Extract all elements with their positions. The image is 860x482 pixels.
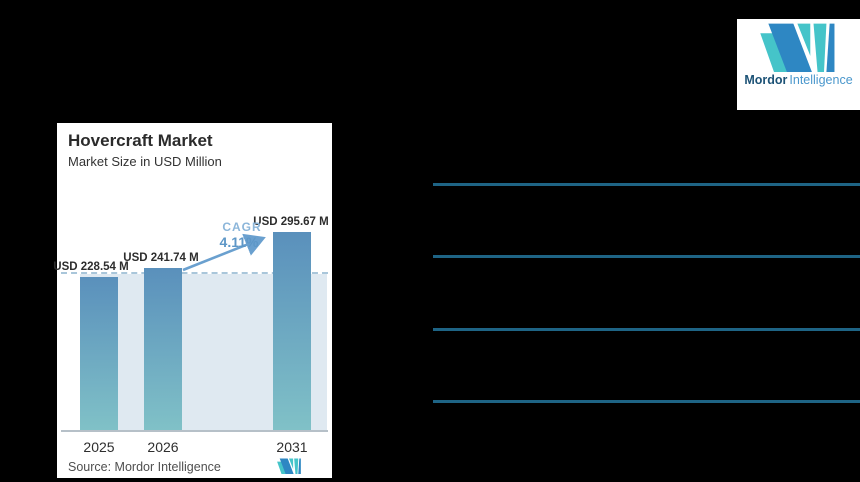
info-divider-line [433, 400, 860, 403]
cagr-value: 4.11% [219, 234, 259, 250]
info-divider-line [433, 255, 860, 258]
bar-value-label-2031: USD 295.67 M [253, 216, 329, 228]
bar-chart-plot: USD 228.54 M 2025 USD 241.74 M 2026 USD 295.… [53, 123, 332, 478]
bar-2026 [144, 268, 182, 430]
info-divider-line [433, 183, 860, 186]
bar-2025 [80, 277, 118, 430]
chart-title: Hovercraft Market [68, 131, 213, 150]
brand-logo-text: Mordor Intelligence [744, 74, 852, 87]
footer-mordor-m-icon [277, 458, 301, 474]
bar-2031 [273, 232, 311, 430]
bar-value-label-2026: USD 241.74 M [123, 252, 199, 264]
info-divider-line [433, 328, 860, 331]
cagr-label: CAGR [222, 220, 262, 234]
x-axis-label-2025: 2025 [83, 439, 115, 455]
x-axis-label-2026: 2026 [147, 439, 179, 455]
mordor-m-icon [759, 23, 834, 72]
bar-value-label-2025: USD 228.54 M [53, 261, 129, 273]
brand-name-secondary: Intelligence [789, 73, 853, 87]
x-axis-line [61, 430, 328, 432]
x-axis-label-2031: 2031 [276, 439, 308, 455]
market-chart-card: Hovercraft Market Market Size in USD Mil… [53, 123, 332, 478]
brand-name-primary: Mordor [744, 73, 788, 87]
brand-logo-box: Mordor Intelligence [737, 19, 860, 110]
chart-subtitle: Market Size in USD Million [68, 154, 222, 169]
reference-dashed-line [61, 272, 328, 274]
source-note: Source: Mordor Intelligence [68, 460, 221, 474]
